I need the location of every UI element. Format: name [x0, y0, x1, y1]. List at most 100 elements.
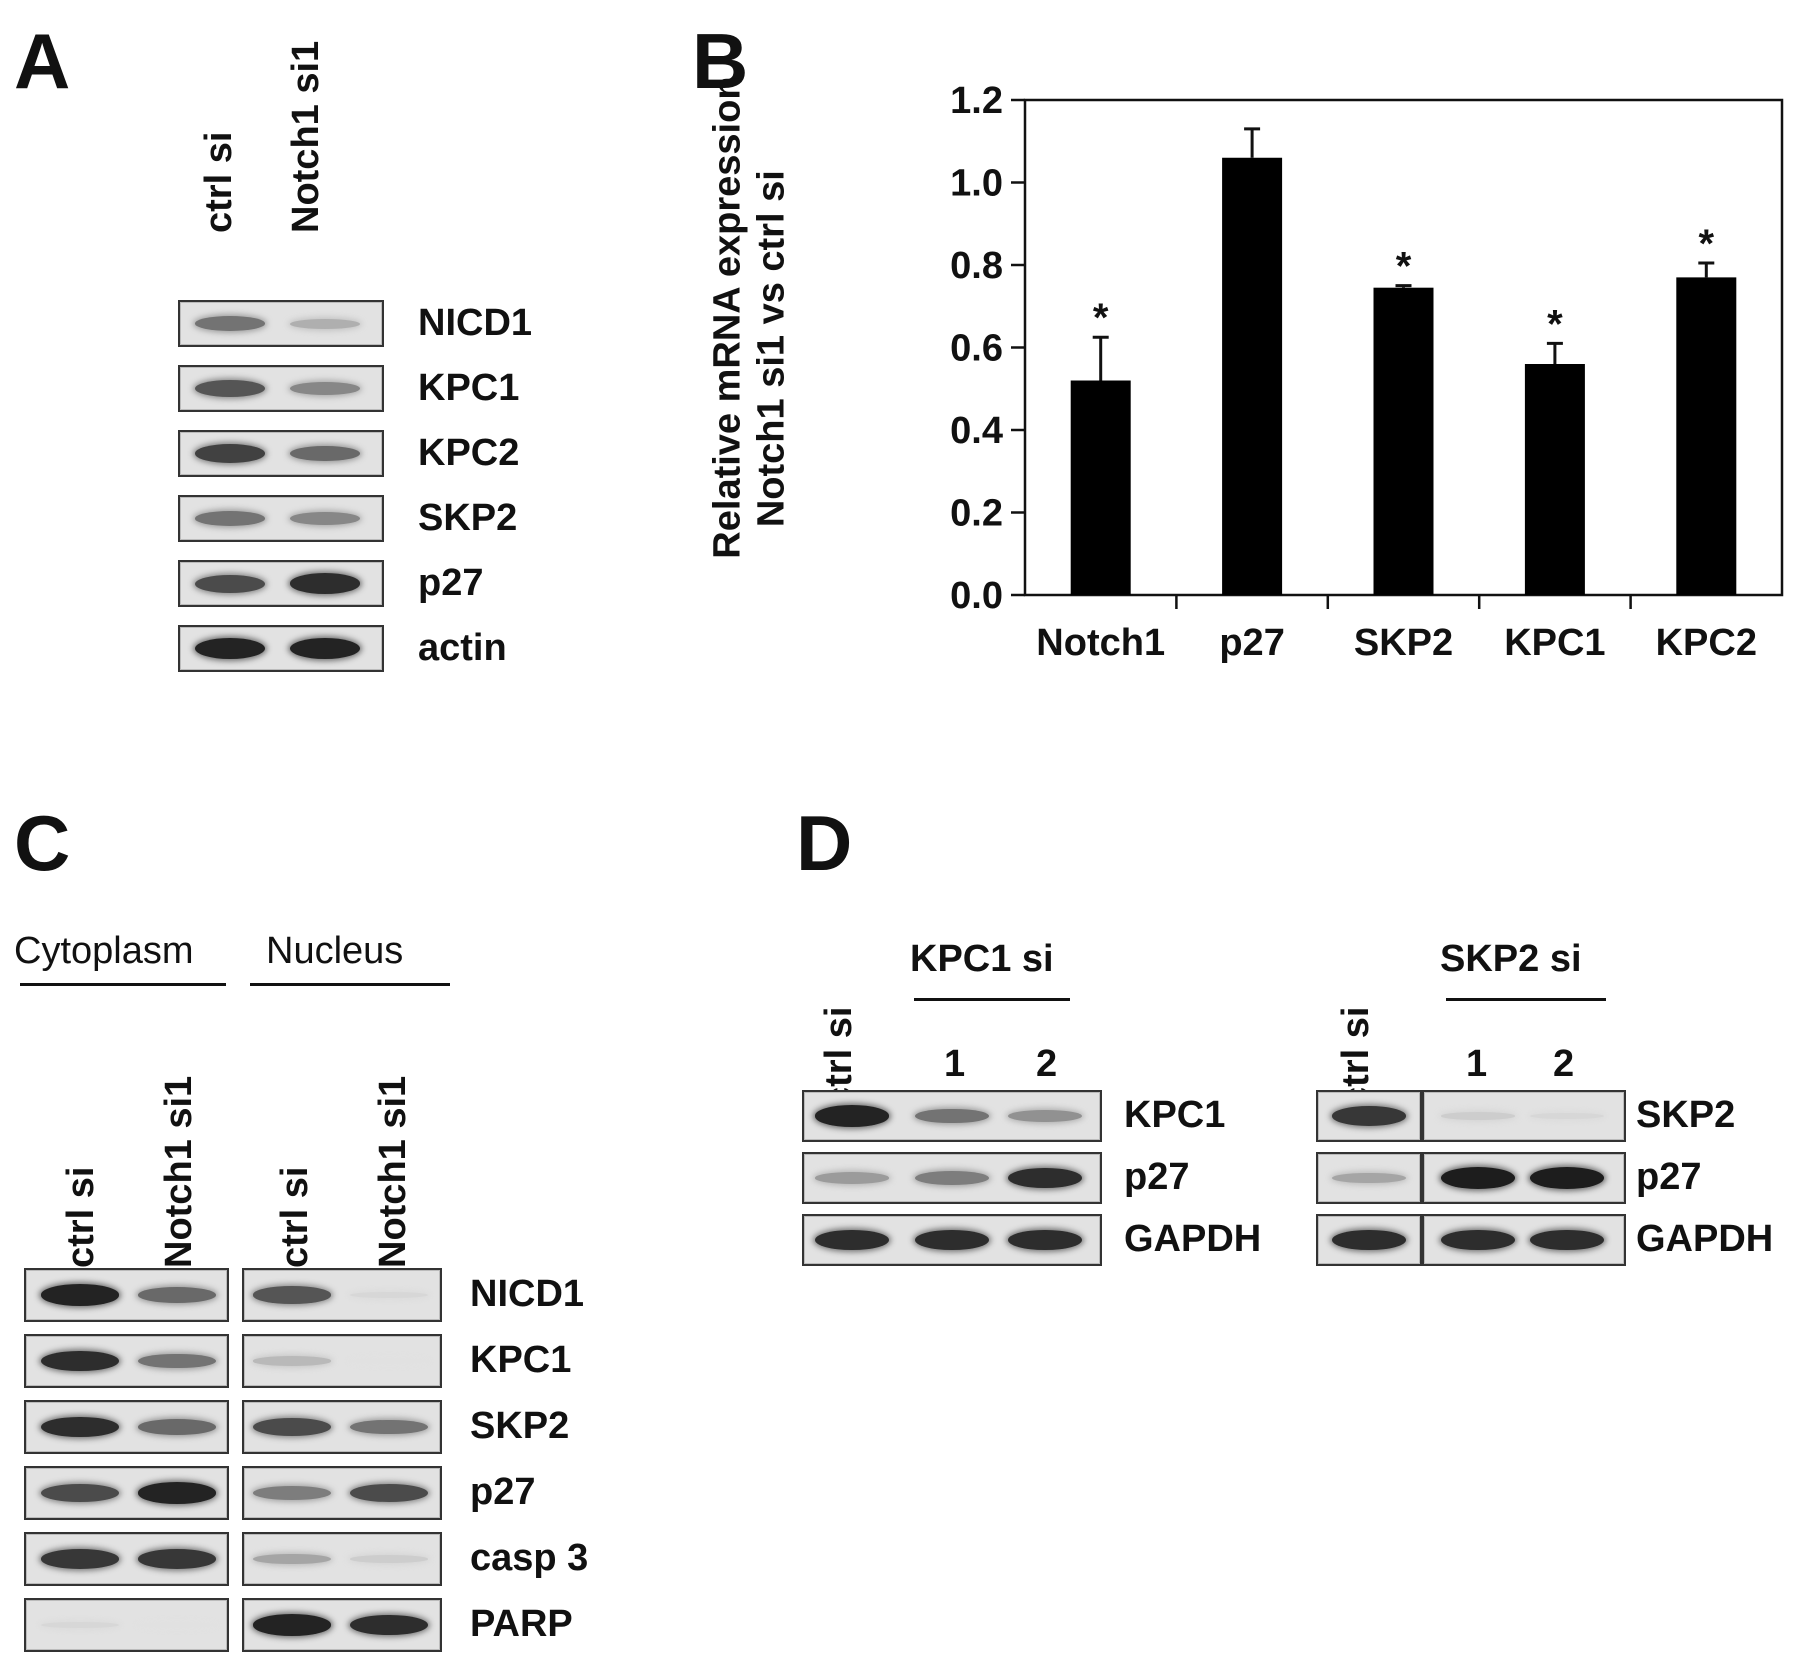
- panel-c-band: [350, 1358, 428, 1364]
- panel-c-lane-label-2: Notch1 si1: [158, 1075, 200, 1268]
- y-tick-label: 0.2: [950, 493, 1003, 535]
- panel-c-band: [253, 1356, 331, 1366]
- bar: [1676, 277, 1737, 595]
- panel-a-band: [195, 379, 265, 398]
- panel-b-bar-chart: 0.0 0.2 0.4 0.6 0.8 1.0 1.2 * Notch1 p27 * SKP2 * KPC…: [950, 80, 1784, 664]
- panel-c-band: [350, 1614, 428, 1636]
- panel-a-band: [195, 316, 265, 331]
- bar: [1222, 157, 1283, 595]
- x-category-label: p27: [1219, 622, 1284, 664]
- panel-c-letter: C: [14, 799, 71, 887]
- panel-d-left-lane-1: 1: [944, 1043, 966, 1085]
- panel-d-right-band: [1441, 1167, 1515, 1189]
- significance-marker: *: [1699, 222, 1715, 266]
- bar: [1373, 287, 1434, 595]
- panel-c-band: [350, 1484, 428, 1502]
- panel-a-row-label: NICD1: [418, 301, 533, 344]
- panel-d-right-lane-separator: [1421, 1152, 1423, 1204]
- panel-d-right-band: [1530, 1229, 1604, 1251]
- panel-a-band: [290, 318, 360, 329]
- y-tick-label: 0.8: [950, 245, 1003, 287]
- panel-a-band: [195, 511, 265, 526]
- panel-c-band: [41, 1284, 119, 1306]
- panel-c-band: [41, 1621, 119, 1629]
- panel-d-right-lane-separator: [1421, 1090, 1423, 1142]
- panel-c-band: [41, 1484, 119, 1502]
- panel-d-right-band: [1441, 1229, 1515, 1251]
- panel-a-row-label: KPC1: [418, 366, 520, 409]
- panel-d-left-group-label: KPC1 si: [910, 938, 1054, 980]
- x-category-label: KPC2: [1656, 622, 1757, 664]
- panel-c-band: [350, 1291, 428, 1299]
- panel-c-band: [41, 1549, 119, 1569]
- panel-d-left-row-label: GAPDH: [1124, 1218, 1262, 1260]
- panel-c-row-label: NICD1: [470, 1273, 585, 1315]
- panel-a-band: [290, 573, 360, 594]
- x-category-label: Notch1: [1036, 622, 1165, 664]
- panel-d-left-band: [815, 1229, 889, 1251]
- panel-d-left-row-label: KPC1: [1124, 1094, 1226, 1136]
- panel-d-right-group-label: SKP2 si: [1440, 938, 1582, 980]
- panel-c-row-label: casp 3: [470, 1537, 589, 1579]
- panel-c-band: [138, 1482, 216, 1504]
- panel-d-right-band: [1332, 1106, 1406, 1126]
- significance-marker: *: [1396, 245, 1412, 289]
- panel-c-band: [253, 1614, 331, 1636]
- panel-c-band: [138, 1549, 216, 1569]
- panel-c-band: [253, 1486, 331, 1500]
- panel-d-right-row-label: GAPDH: [1636, 1218, 1774, 1260]
- panel-a-row-label: actin: [418, 626, 507, 669]
- panel-c-row-label: PARP: [470, 1603, 573, 1645]
- panel-a-band: [290, 511, 360, 526]
- panel-d-left-band: [1008, 1229, 1082, 1251]
- panel-c-band: [41, 1416, 119, 1438]
- panel-d-right-band: [1530, 1112, 1604, 1120]
- panel-a-row-label: SKP2: [418, 496, 518, 539]
- panel-a-band: [290, 381, 360, 396]
- panel-d-right-band: [1332, 1172, 1406, 1184]
- panel-c-band: [41, 1350, 119, 1372]
- bar: [1070, 380, 1131, 595]
- x-category-label: SKP2: [1354, 622, 1453, 664]
- panel-c-row-label: KPC1: [470, 1339, 572, 1381]
- panel-c-lane-label-1: ctrl si: [60, 1166, 102, 1268]
- y-tick-label: 1.2: [950, 80, 1003, 122]
- panel-c-lane-label-4: Notch1 si1: [372, 1075, 414, 1268]
- panel-d-right-group-underline: [1446, 998, 1606, 1001]
- panel-b-letter: B: [692, 17, 749, 105]
- panel-c-band: [350, 1419, 428, 1435]
- significance-marker: *: [1093, 296, 1109, 340]
- panel-c-band: [138, 1419, 216, 1435]
- y-tick-label: 0.4: [950, 410, 1003, 452]
- panel-c-band: [350, 1555, 428, 1563]
- panel-a-band: [195, 637, 265, 660]
- panel-d-left-band: [915, 1229, 989, 1251]
- panel-c-group-nucleus: Nucleus: [266, 930, 404, 972]
- panel-d-left-band: [915, 1108, 989, 1124]
- panel-c-band: [253, 1553, 331, 1565]
- panel-d-right-band: [1441, 1112, 1515, 1120]
- panel-d-left-row-label: p27: [1124, 1156, 1190, 1198]
- bar: [1524, 364, 1585, 595]
- panel-c-band: [138, 1287, 216, 1303]
- panel-d-left-lane-2: 2: [1036, 1043, 1058, 1085]
- x-category-label: KPC1: [1504, 622, 1605, 664]
- panel-d-right-band: [1332, 1229, 1406, 1251]
- panel-d-left-band: [1008, 1167, 1082, 1189]
- panel-d-right-lane-separator: [1421, 1214, 1423, 1266]
- panel-d-right-row-label: SKP2: [1636, 1094, 1736, 1136]
- significance-marker: *: [1547, 302, 1563, 346]
- panel-d-right-lane-2: 2: [1553, 1043, 1575, 1085]
- panel-d-right-row-label: p27: [1636, 1156, 1702, 1198]
- panel-c-row-label: p27: [470, 1471, 536, 1513]
- panel-c-band: [253, 1418, 331, 1436]
- y-tick-label: 0.6: [950, 328, 1003, 370]
- panel-c-band: [138, 1353, 216, 1369]
- panel-c-group-cytoplasm: Cytoplasm: [14, 930, 194, 972]
- panel-c-cytoplasm-underline: [20, 983, 226, 986]
- panel-d-left-group-underline: [914, 998, 1070, 1001]
- panel-d-letter: D: [796, 799, 853, 887]
- panel-d-right-band: [1530, 1167, 1604, 1189]
- panel-a-band: [195, 444, 265, 463]
- panel-a-band: [290, 445, 360, 462]
